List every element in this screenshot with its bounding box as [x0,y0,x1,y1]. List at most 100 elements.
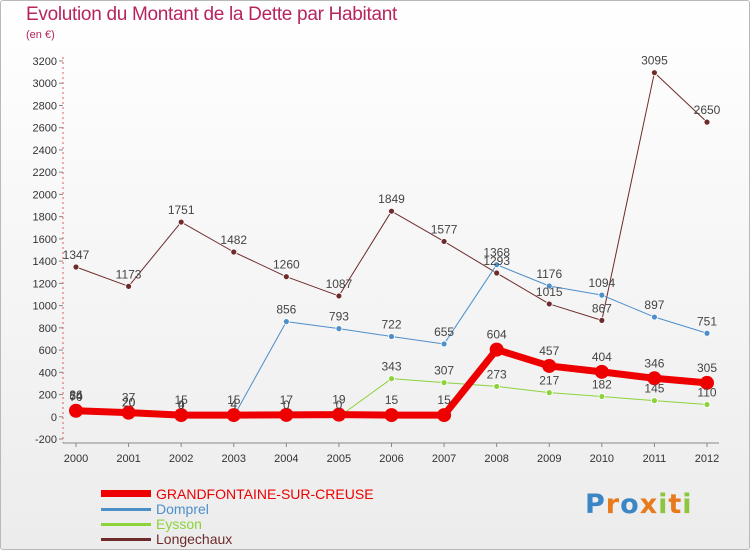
y-tick-label: 2000 [33,189,57,201]
data-point [440,340,448,348]
logo-letter: P [585,489,606,520]
data-label: 1087 [326,277,353,291]
y-tick-label: 0 [51,412,57,424]
data-label: 722 [381,317,401,331]
data-point [279,407,294,422]
data-label: 867 [592,301,612,315]
legend-label: Longechaux [156,531,233,547]
y-tick-label: 2200 [33,167,57,179]
data-point [384,408,399,423]
data-point [598,393,606,400]
data-label: 404 [592,350,612,364]
y-tick-label: 800 [39,323,57,335]
data-label: 70 [69,390,83,404]
y-tick-label: 1400 [33,256,57,268]
legend-label: Eysson [156,516,202,532]
legend-swatch [101,523,151,526]
data-point [121,405,136,420]
data-point [226,408,241,423]
data-point [493,261,501,269]
x-tick-label: 2002 [169,453,193,465]
data-label: 15 [437,393,451,407]
chart-title: Evolution du Montant de la Dette par Hab… [26,4,397,25]
data-point [335,325,343,333]
data-label: 3095 [641,54,668,68]
data-label: 15 [227,393,241,407]
data-point [651,69,658,77]
y-tick-label: 2400 [33,145,57,157]
data-point [542,358,557,373]
data-point [388,207,395,215]
y-tick-label: 3000 [33,78,57,90]
data-point [493,383,501,390]
data-label: 20 [122,396,136,410]
data-point [700,375,714,390]
data-label: 1347 [63,248,90,262]
data-label: 217 [539,374,559,388]
axes: -200020040060080010001200140016001800200… [33,56,720,465]
data-label: 4 [230,397,237,411]
data-point [703,401,711,408]
chart-subtitle: (en €) [26,29,55,41]
data-label: 15 [174,393,188,407]
data-label: 17 [280,393,294,407]
data-label: 793 [329,310,349,324]
data-label: 37 [122,391,136,405]
legend-swatch [101,538,151,541]
x-tick-label: 2004 [274,453,298,465]
data-point [703,329,711,337]
data-label: 457 [539,344,559,358]
logo-letter: i [682,489,693,520]
y-tick-label: 600 [39,345,57,357]
x-tick-label: 2011 [643,453,667,465]
x-tick-label: 2003 [222,453,246,465]
data-point [493,269,501,277]
y-tick-label: 2800 [33,100,57,112]
legend-swatch [101,508,151,511]
data-point [388,333,395,340]
data-label: 4 [230,397,237,411]
y-tick-label: 1000 [33,301,57,313]
data-label: 1577 [431,222,458,236]
data-point [545,389,553,397]
data-label: 1293 [483,254,510,268]
data-point [489,342,504,357]
x-tick-label: 2012 [695,453,719,465]
data-label: 305 [697,361,717,375]
data-label: 343 [381,360,401,374]
x-tick-label: 2000 [64,453,88,465]
logo-letter: t [668,489,683,520]
data-label: 1173 [116,267,142,281]
data-point [72,263,80,271]
data-label: 346 [644,356,664,370]
data-point [125,282,132,290]
series-layer [69,69,714,423]
y-tick-label: -200 [35,434,57,446]
data-label: 751 [697,314,717,328]
y-tick-label: 400 [39,367,57,379]
logo-letter: o [620,489,640,520]
data-point [437,408,452,423]
data-label: 110 [697,386,716,400]
y-tick-label: 3200 [33,56,57,68]
data-label: 1094 [588,276,615,290]
data-label: 1176 [536,267,562,281]
data-label: 655 [434,325,454,339]
logo-letter: x [639,489,659,520]
data-point [651,313,658,321]
x-tick-label: 2005 [327,453,351,465]
data-point [177,218,185,226]
data-point [545,282,553,290]
x-tick-label: 2006 [379,453,403,465]
x-tick-label: 2008 [484,453,508,465]
data-label: 4 [178,397,185,411]
data-point [230,248,238,256]
data-label: 0 [336,398,343,412]
data-label: 1368 [483,246,510,260]
data-point [69,403,83,418]
data-point [703,118,711,126]
data-point [440,238,448,245]
data-point [594,364,609,379]
x-tick-label: 2010 [590,453,614,465]
